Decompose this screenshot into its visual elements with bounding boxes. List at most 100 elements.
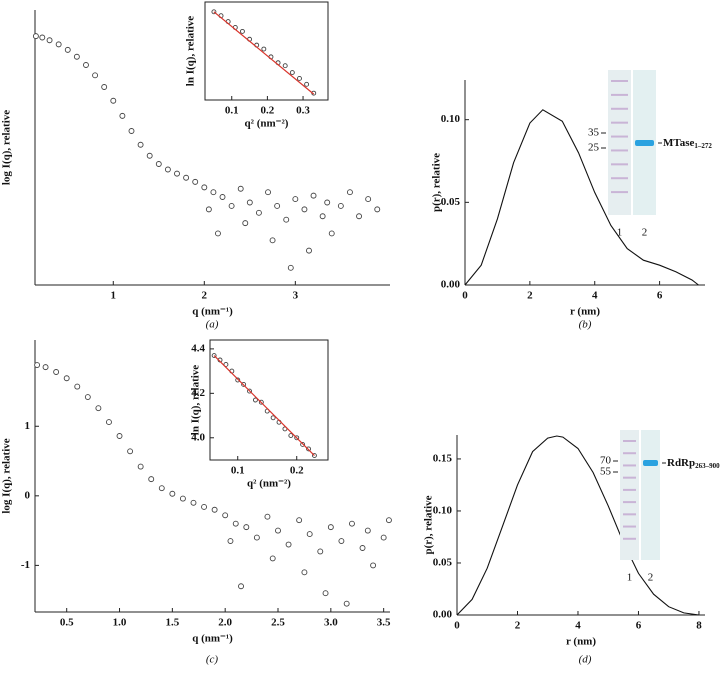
data-point (73, 53, 80, 60)
data-point (137, 141, 144, 148)
data-point (223, 361, 229, 367)
data-point (55, 41, 62, 48)
band-subscript: 1–272 (694, 142, 712, 150)
data-point (306, 531, 313, 538)
data-point (174, 170, 180, 177)
panel-label: (d) (579, 654, 592, 666)
data-point (183, 174, 190, 181)
data-point (246, 199, 253, 206)
data-point (343, 600, 350, 607)
data-point (63, 375, 70, 382)
x-axis-label: q² (nm⁻²) (245, 118, 289, 130)
x-tick-label: 8 (696, 620, 702, 632)
y-axis-label: log I(q), relative (1, 438, 13, 513)
data-point (137, 463, 144, 470)
x-axis-label: r (nm) (570, 306, 600, 318)
y-tick-label: 4.0 (191, 431, 205, 443)
band-name: MTase (663, 137, 694, 149)
data-point (32, 33, 39, 40)
gel-lane (608, 70, 631, 215)
y-tick-label: 4.2 (191, 387, 205, 399)
y-tick-label: 0.05 (433, 557, 453, 569)
data-point (237, 185, 244, 192)
pr-curve (464, 109, 699, 286)
x-tick-label: 0 (454, 620, 460, 632)
data-point (264, 513, 271, 520)
protein-band (635, 140, 654, 146)
y-tick-label: 0.15 (433, 452, 453, 464)
data-point (338, 538, 345, 544)
data-point (359, 545, 366, 551)
data-point (205, 206, 212, 213)
panel-label: (b) (579, 319, 592, 331)
ladder-band (623, 476, 636, 479)
band-label: MTase1–272 (663, 137, 712, 150)
ladder-band (623, 537, 636, 540)
data-point (158, 485, 165, 492)
data-point (101, 84, 108, 90)
x-tick-label: 0.1 (225, 105, 239, 117)
x-axis-label: q (nm⁻¹) (192, 633, 233, 645)
x-axis-label: r (nm) (566, 636, 596, 648)
marker-label: 25 (588, 142, 600, 154)
data-point (215, 230, 221, 237)
x-tick-label: 3 (293, 290, 299, 302)
fit-line (213, 11, 315, 95)
marker-label: 55 (600, 466, 612, 478)
x-tick-label: 0 (462, 290, 468, 302)
data-point (127, 448, 134, 455)
ladder-band (623, 464, 636, 467)
x-tick-label: 3.5 (377, 617, 391, 629)
data-point (39, 34, 46, 41)
x-tick-label: 1.0 (113, 617, 127, 629)
band-subscript: 263–900 (695, 462, 720, 470)
ladder-band (611, 149, 628, 152)
data-point (269, 555, 276, 562)
ladder-band (623, 452, 636, 455)
data-point (346, 189, 353, 196)
y-axis-label: log I(q), relative (1, 110, 13, 185)
data-point (269, 237, 276, 244)
x-tick-label: 2 (515, 620, 521, 632)
x-tick-label: 6 (657, 290, 663, 302)
data-point (243, 524, 250, 531)
y-axis-label: ln I(q), relative (185, 16, 197, 86)
data-point (252, 397, 258, 403)
data-point (116, 433, 123, 439)
x-tick-label: 2.0 (218, 617, 232, 629)
data-point (228, 202, 235, 209)
data-point (261, 46, 267, 52)
ladder-band (611, 135, 628, 138)
data-point (270, 415, 276, 421)
data-point (253, 534, 260, 541)
data-point (235, 377, 241, 383)
x-tick-label: 3.0 (324, 617, 338, 629)
marker-label: 70 (600, 455, 612, 467)
ladder-band (623, 525, 636, 528)
data-point (365, 196, 372, 203)
data-point (288, 433, 294, 439)
data-point (374, 206, 381, 213)
x-tick-label: 0.1 (231, 465, 245, 477)
data-point (210, 189, 217, 196)
data-point (179, 495, 186, 502)
x-tick-label: 0.2 (290, 465, 304, 477)
ladder-band (611, 177, 628, 180)
data-point (301, 569, 308, 576)
data-point (385, 517, 392, 524)
y-axis-label: p(r), relative (431, 153, 443, 212)
gel-lane (641, 430, 660, 560)
data-point (42, 364, 49, 371)
data-point (119, 112, 126, 119)
data-point (356, 213, 363, 220)
data-point (283, 216, 290, 223)
band-label: RdRp263–900 (667, 457, 720, 470)
ladder-band (611, 163, 628, 166)
data-point (192, 178, 199, 185)
ladder-band (611, 121, 628, 124)
marker-label: 35 (588, 127, 600, 139)
y-tick-label: 4.4 (191, 342, 205, 354)
data-point (297, 75, 302, 81)
data-point (190, 499, 197, 506)
data-point (201, 504, 207, 510)
